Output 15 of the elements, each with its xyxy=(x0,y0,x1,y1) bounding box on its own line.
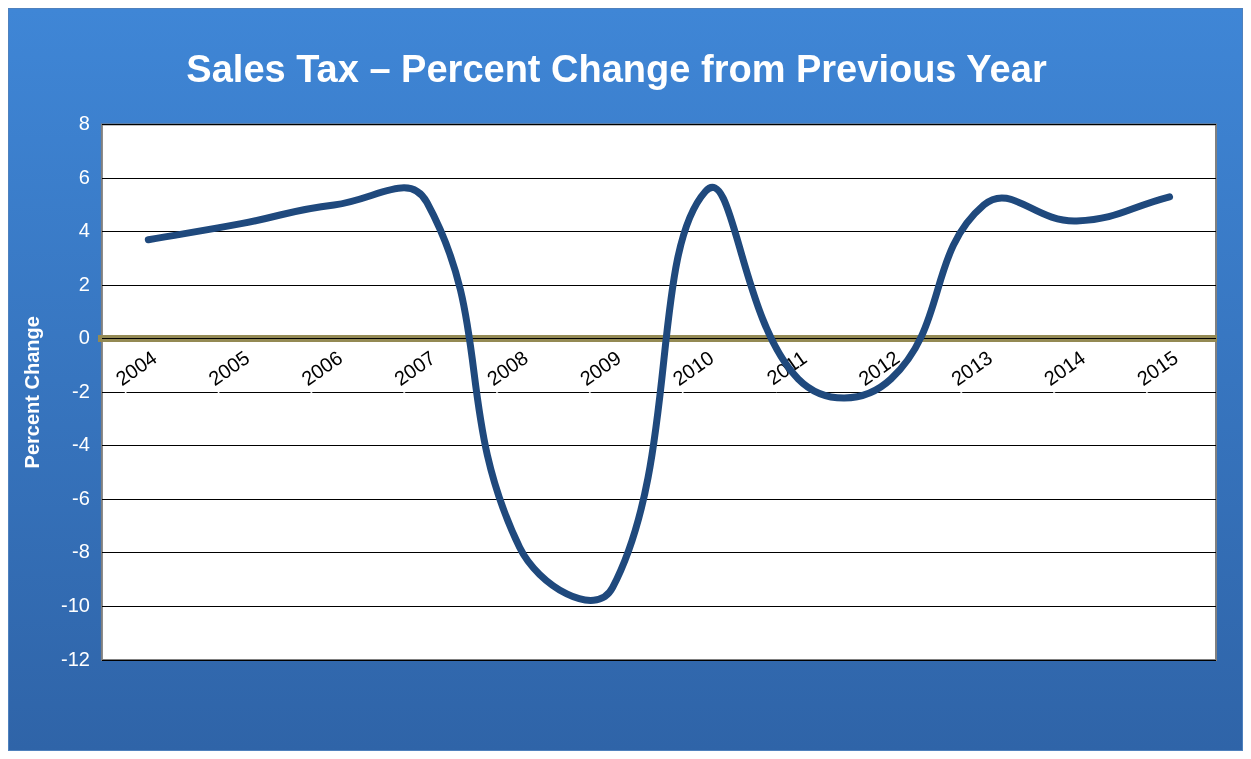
y-tick-label: -4 xyxy=(72,433,90,456)
y-tick-label: -10 xyxy=(61,593,90,616)
chart-title: Sales Tax – Percent Change from Previous Year xyxy=(186,48,1047,91)
x-tick-label: 2009 xyxy=(575,346,625,390)
y-tick-label: -6 xyxy=(72,486,90,509)
y-tick-label: 0 xyxy=(78,326,90,349)
y-tick-label: -8 xyxy=(72,540,90,563)
x-tick-label: 2010 xyxy=(668,346,718,390)
y-axis-title: Percent Change xyxy=(20,316,43,469)
y-tick-label: 6 xyxy=(78,165,90,188)
y-tick-label: -12 xyxy=(61,647,90,670)
y-tick-label: 4 xyxy=(78,219,90,242)
y-tick-label: -2 xyxy=(72,379,90,402)
y-tick-label: 2 xyxy=(78,272,90,295)
y-tick-label: 8 xyxy=(78,112,90,135)
